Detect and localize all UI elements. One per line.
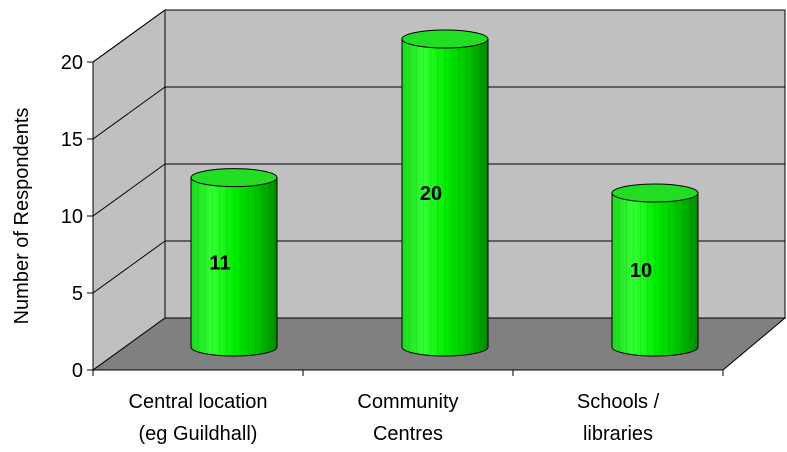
bar-top: [611, 183, 699, 203]
x-tick-label-line: libraries: [583, 423, 653, 445]
y-tick-label: 0: [72, 360, 83, 382]
x-tick-label-line: Community: [357, 391, 458, 413]
bar-body: [401, 38, 489, 357]
y-tick-label: 10: [61, 206, 83, 228]
data-label: 10: [630, 260, 652, 282]
bar-body: [190, 177, 278, 357]
gridline-side: [92, 9, 166, 63]
y-tick-label: 20: [61, 52, 83, 74]
bar: 20: [401, 29, 489, 357]
gridline-side: [92, 240, 166, 294]
bar-top: [190, 168, 278, 188]
x-tick-label-line: Schools /: [577, 391, 660, 413]
bar-top: [401, 29, 489, 49]
y-tick-label: 15: [61, 129, 83, 151]
bar: 10: [611, 183, 699, 357]
gridline-side: [92, 86, 166, 140]
x-tick-label-line: Centres: [373, 423, 443, 445]
x-tick-label: Schools / libraries: [577, 391, 660, 445]
x-axis: Central location (eg Guildhall)Community C…: [92, 369, 724, 445]
x-tick-label: Central location (eg Guildhall): [129, 391, 268, 445]
y-axis-label: Number of Respondents: [11, 108, 33, 325]
bars: 11 20 10: [190, 29, 699, 357]
y-axis: 0 5 10 15 20: [61, 52, 94, 382]
x-tick-label: Community Centres: [357, 391, 458, 445]
gridline-side: [92, 163, 166, 217]
data-label: 20: [420, 183, 442, 205]
x-tick-label-line: Central location: [129, 391, 268, 413]
data-label: 11: [209, 252, 230, 274]
bar-body: [611, 192, 699, 357]
y-tick-label: 5: [72, 283, 83, 305]
x-tick-label-line: (eg Guildhall): [139, 423, 258, 445]
bar: 11: [190, 168, 278, 357]
